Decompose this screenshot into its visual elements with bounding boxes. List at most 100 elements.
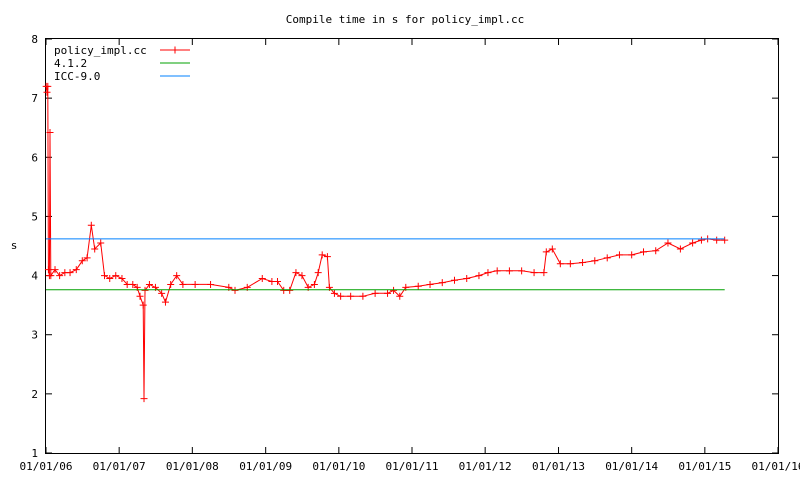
data-point (101, 272, 109, 280)
y-tick-label: 4 (31, 270, 38, 283)
x-tick-label: 01/01/15 (678, 460, 731, 473)
y-tick-label: 5 (31, 210, 38, 223)
data-point (359, 292, 367, 300)
y-tick-label: 7 (31, 92, 38, 105)
data-point (384, 289, 392, 297)
data-point (318, 251, 326, 259)
data-point (56, 272, 64, 280)
data-point (167, 280, 175, 288)
data-point (231, 286, 239, 294)
data-point (615, 251, 623, 259)
data-point (426, 280, 434, 288)
data-point (591, 257, 599, 265)
x-tick-label: 01/01/07 (93, 460, 146, 473)
data-point (139, 301, 147, 309)
data-point (91, 245, 99, 253)
data-point (548, 245, 556, 253)
data-point (136, 292, 144, 300)
data-point (140, 395, 148, 403)
data-point (129, 280, 137, 288)
data-point (298, 272, 306, 280)
data-point (158, 289, 166, 297)
x-tick-label: 01/01/13 (532, 460, 585, 473)
legend-label: 4.1.2 (54, 57, 87, 70)
data-point (505, 267, 513, 275)
legend-label: ICC-9.0 (54, 70, 100, 83)
x-axis: 01/01/06 01/01/07 01/01/08 01/01/09 01/01/10… (20, 39, 800, 473)
data-point (97, 239, 105, 247)
data-point (44, 266, 52, 274)
data-point (78, 257, 86, 265)
data-point (323, 253, 331, 261)
data-point (484, 269, 492, 277)
data-point (112, 272, 120, 280)
data-point (72, 266, 80, 274)
data-point (337, 292, 345, 300)
data-point (43, 88, 51, 96)
data-point (652, 247, 660, 255)
data-point (292, 269, 300, 277)
data-point (258, 275, 266, 283)
data-point (463, 275, 471, 283)
data-point (141, 286, 149, 294)
y-axis-label: s (11, 239, 18, 252)
data-point (640, 248, 648, 256)
data-point (689, 239, 697, 247)
x-tick-label: 01/01/08 (166, 460, 219, 473)
data-point (118, 275, 126, 283)
data-point (697, 236, 705, 244)
plot-frame (45, 38, 779, 454)
data-point (44, 82, 52, 90)
data-point (603, 254, 611, 262)
y-tick-label: 6 (31, 151, 38, 164)
data-point (314, 269, 322, 277)
y-axis: 1 2 3 4 5 6 7 8 (31, 33, 778, 460)
data-point (46, 128, 54, 136)
data-point (330, 289, 338, 297)
x-tick-label: 01/01/14 (605, 460, 658, 473)
data-point (274, 277, 282, 285)
data-point (347, 292, 355, 300)
series-0 (42, 82, 729, 403)
data-point (475, 272, 483, 280)
data-point (161, 298, 169, 306)
series-layer (42, 82, 729, 403)
x-tick-label: 01/01/10 (312, 460, 365, 473)
data-point (173, 272, 181, 280)
data-point (721, 236, 729, 244)
data-point (87, 221, 95, 229)
data-point (310, 280, 318, 288)
data-point (579, 259, 587, 267)
data-point (179, 280, 187, 288)
data-point (66, 269, 74, 277)
data-point (371, 289, 379, 297)
x-tick-label: 01/01/16 (752, 460, 800, 473)
data-point (47, 272, 55, 280)
data-point (566, 260, 574, 268)
data-point (540, 269, 548, 277)
legend-marker (171, 46, 179, 54)
data-point (493, 267, 501, 275)
data-point (106, 275, 114, 283)
data-point (664, 239, 672, 247)
data-point (628, 251, 636, 259)
series-line (45, 86, 725, 399)
data-point (286, 286, 294, 294)
data-point (51, 266, 59, 274)
x-tick-label: 01/01/06 (20, 460, 73, 473)
data-point (450, 276, 458, 284)
y-tick-label: 1 (31, 447, 38, 460)
data-point (396, 292, 404, 300)
x-tick-label: 01/01/09 (239, 460, 292, 473)
data-point (530, 269, 538, 277)
data-point (556, 260, 564, 268)
y-tick-label: 8 (31, 33, 38, 46)
legend-label: policy_impl.cc (54, 44, 147, 57)
data-point (438, 279, 446, 287)
data-point (145, 280, 153, 288)
data-point (390, 286, 398, 294)
data-point (207, 280, 215, 288)
data-point (83, 254, 91, 262)
chart-title: Compile time in s for policy_impl.cc (286, 13, 524, 26)
